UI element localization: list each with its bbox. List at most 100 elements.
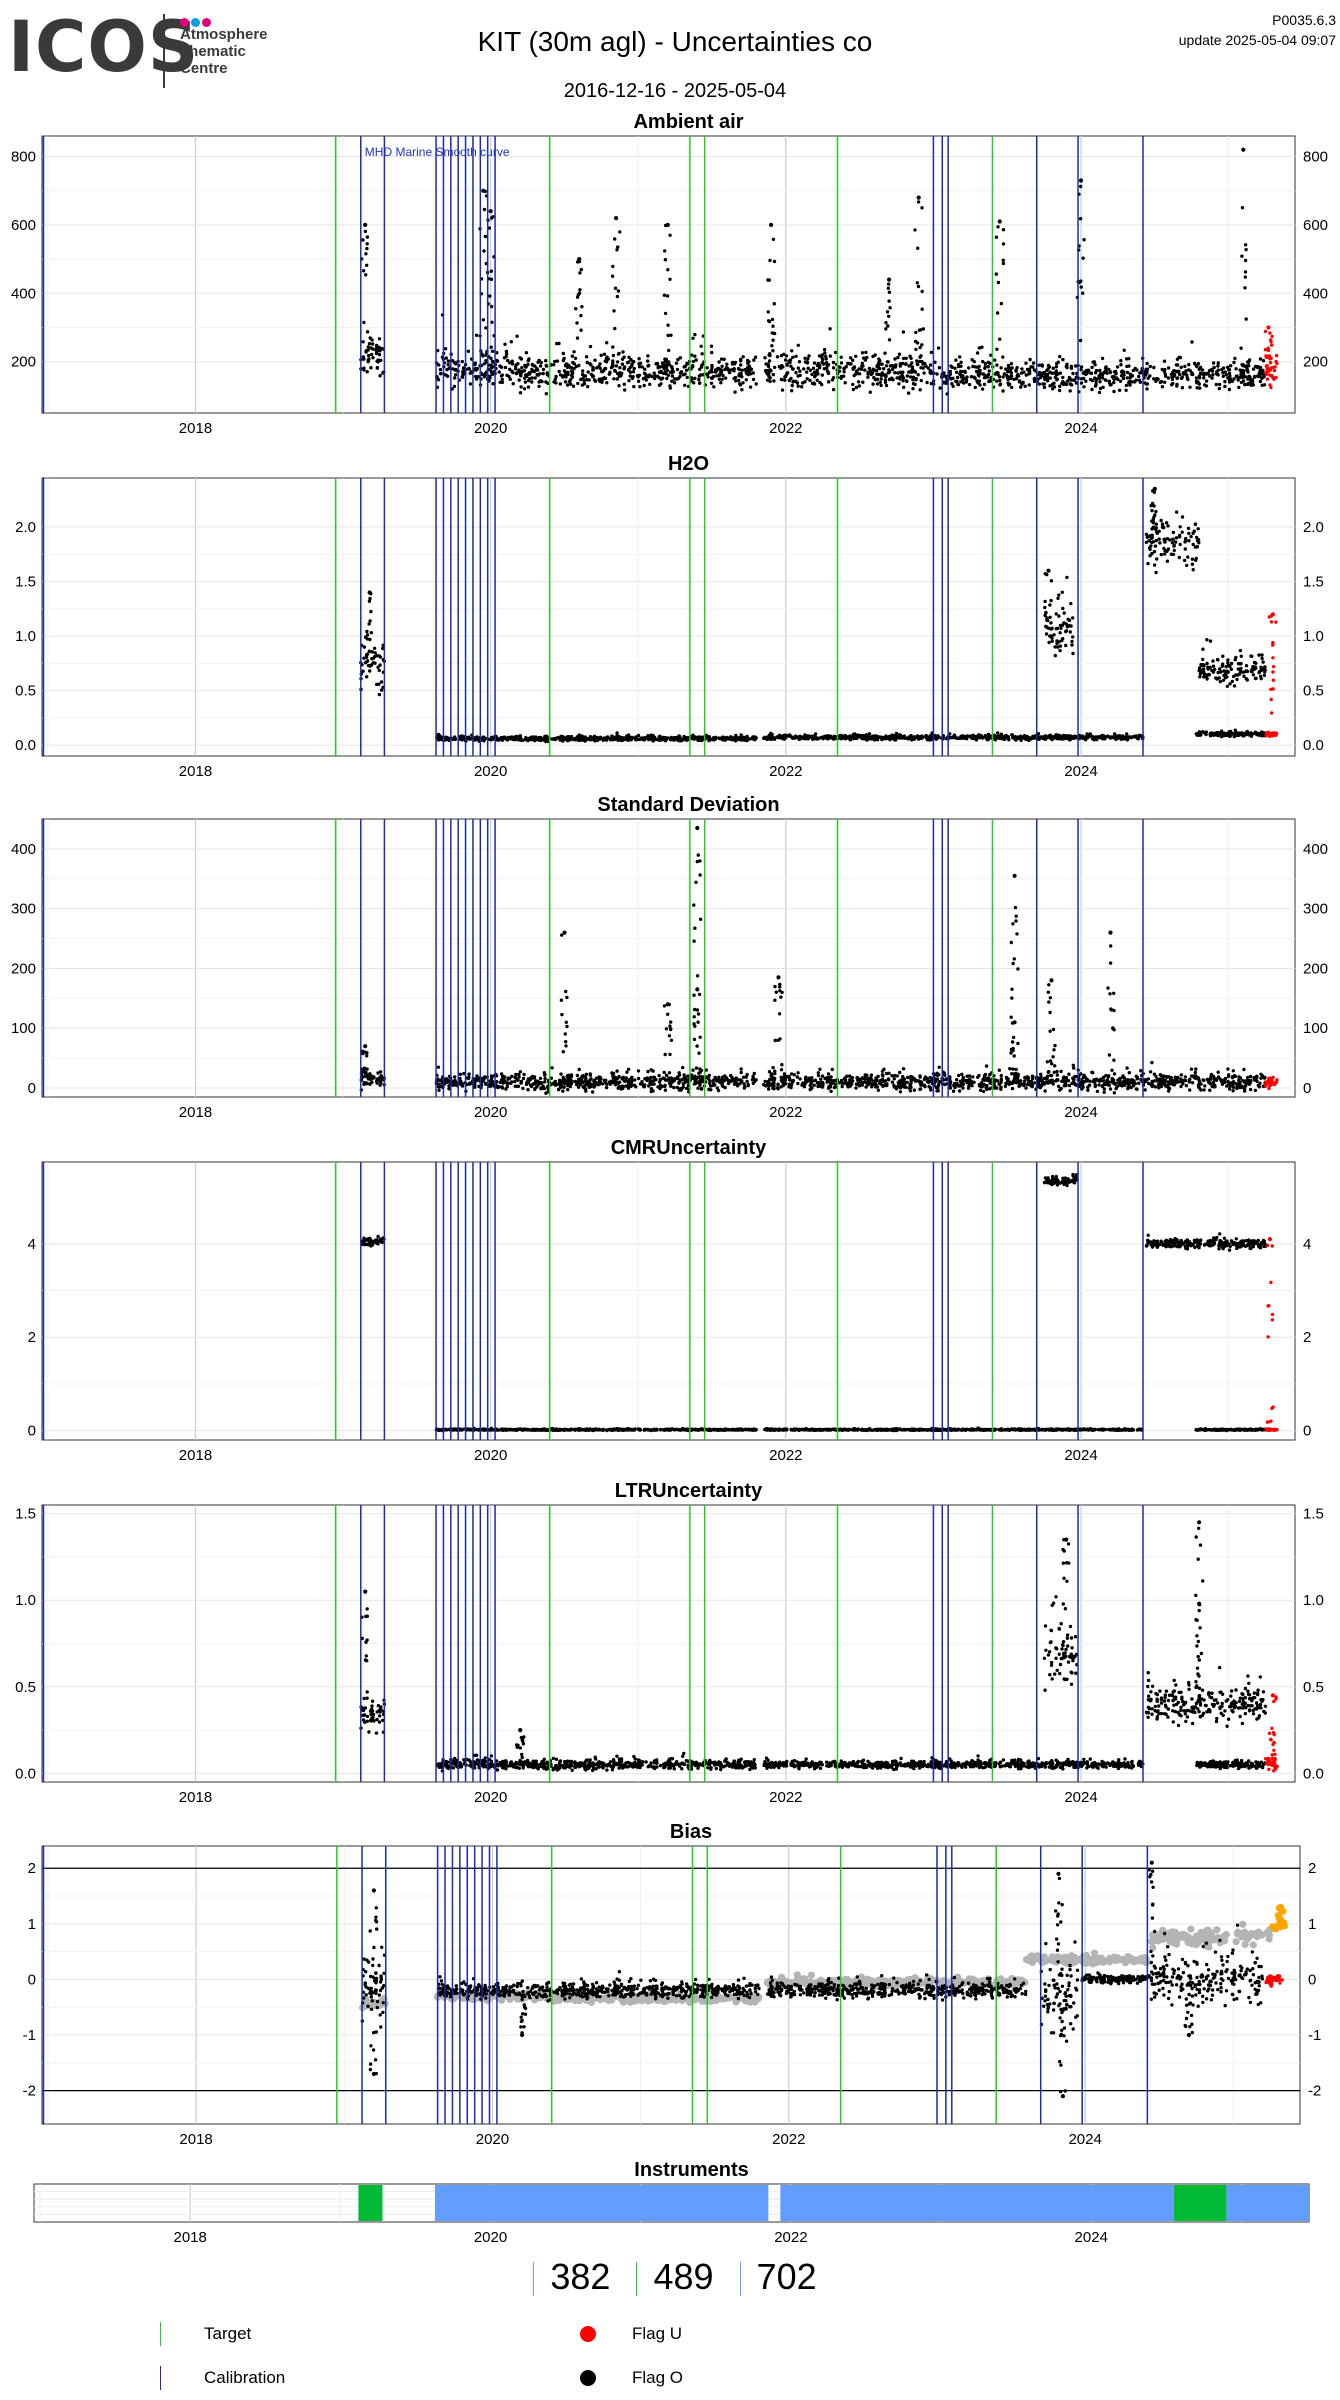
data-point	[503, 365, 508, 370]
data-point	[489, 277, 494, 281]
data-point	[1046, 367, 1050, 371]
data-point	[1025, 735, 1029, 740]
data-point	[1152, 365, 1156, 370]
data-point	[937, 1065, 941, 1070]
data-point	[1171, 530, 1176, 535]
data-point	[696, 1020, 700, 1024]
data-point	[540, 379, 544, 384]
data-point	[1246, 377, 1250, 381]
data-point	[490, 320, 494, 324]
data-point	[803, 356, 807, 360]
data-point	[1152, 515, 1156, 519]
data-point	[904, 362, 908, 366]
data-point	[699, 1086, 704, 1091]
data-point	[638, 385, 642, 389]
data-point	[1201, 657, 1205, 662]
data-point	[914, 330, 918, 335]
data-point	[668, 277, 672, 281]
data-point	[665, 376, 669, 381]
data-point	[580, 305, 584, 309]
data-point	[911, 368, 915, 372]
data-point	[621, 350, 625, 354]
data-point	[692, 1037, 697, 1042]
data-point	[539, 736, 544, 741]
data-point	[678, 371, 683, 375]
data-point	[1208, 374, 1212, 378]
data-point	[720, 364, 724, 368]
data-point	[662, 1070, 666, 1075]
data-point	[890, 1080, 895, 1084]
data-point	[1060, 381, 1064, 386]
data-point	[497, 1085, 501, 1089]
data-point	[845, 735, 849, 739]
data-point	[1088, 377, 1093, 382]
data-point	[678, 356, 683, 360]
data-point	[1124, 383, 1129, 388]
data-point	[481, 188, 486, 193]
data-point	[766, 310, 770, 314]
data-point	[954, 379, 958, 384]
data-point	[796, 374, 800, 378]
data-point	[696, 1075, 700, 1079]
data-point	[1115, 365, 1120, 369]
data-point	[751, 1074, 755, 1079]
data-point	[1049, 598, 1053, 603]
data-point	[1174, 536, 1179, 540]
data-point	[1166, 376, 1171, 380]
data-point	[1260, 668, 1264, 672]
data-point	[1060, 623, 1065, 627]
y-tick-label-right: 400	[1303, 285, 1328, 302]
data-point	[617, 351, 621, 356]
update-label: update 2025-05-04 09:07	[1178, 32, 1336, 48]
data-point	[901, 379, 905, 383]
data-point	[1201, 730, 1205, 734]
data-point	[659, 382, 663, 386]
data-point	[1145, 361, 1149, 366]
data-point	[1201, 647, 1205, 651]
data-point	[1042, 385, 1047, 390]
data-point	[614, 216, 619, 221]
data-point	[365, 242, 369, 246]
data-point	[665, 222, 670, 227]
data-point	[615, 1069, 619, 1073]
data-point	[467, 1072, 471, 1076]
data-point	[1263, 348, 1268, 352]
data-point	[460, 359, 464, 364]
data-point	[669, 1027, 673, 1032]
data-point	[1045, 1060, 1050, 1064]
data-point	[552, 363, 556, 367]
data-point	[1152, 490, 1157, 494]
data-point	[363, 222, 368, 227]
data-point	[571, 384, 576, 388]
data-point	[602, 352, 607, 356]
data-point	[1194, 556, 1199, 561]
data-point	[1244, 317, 1248, 321]
data-point	[1079, 285, 1083, 289]
data-point	[913, 382, 917, 387]
data-point	[880, 362, 884, 366]
x-tick-label: 2020	[474, 763, 507, 780]
data-point	[526, 1088, 530, 1092]
data-point	[561, 1089, 565, 1093]
data-point	[1010, 366, 1014, 370]
data-point	[610, 1079, 615, 1084]
data-point	[489, 269, 493, 273]
data-point	[524, 365, 528, 369]
data-point	[988, 734, 992, 739]
data-point	[779, 377, 784, 382]
data-point	[1241, 375, 1245, 380]
data-point	[1162, 546, 1166, 551]
data-point	[1163, 540, 1167, 544]
data-point	[914, 377, 918, 381]
data-point	[898, 364, 902, 368]
data-point	[951, 384, 955, 388]
data-point	[544, 392, 548, 396]
data-point	[623, 736, 627, 741]
data-point	[998, 337, 1002, 341]
data-point	[1249, 669, 1254, 674]
y-tick-label: 600	[11, 217, 36, 234]
data-point	[482, 1077, 486, 1081]
data-point	[1179, 365, 1183, 369]
data-point	[689, 353, 694, 357]
data-point	[1181, 371, 1186, 375]
